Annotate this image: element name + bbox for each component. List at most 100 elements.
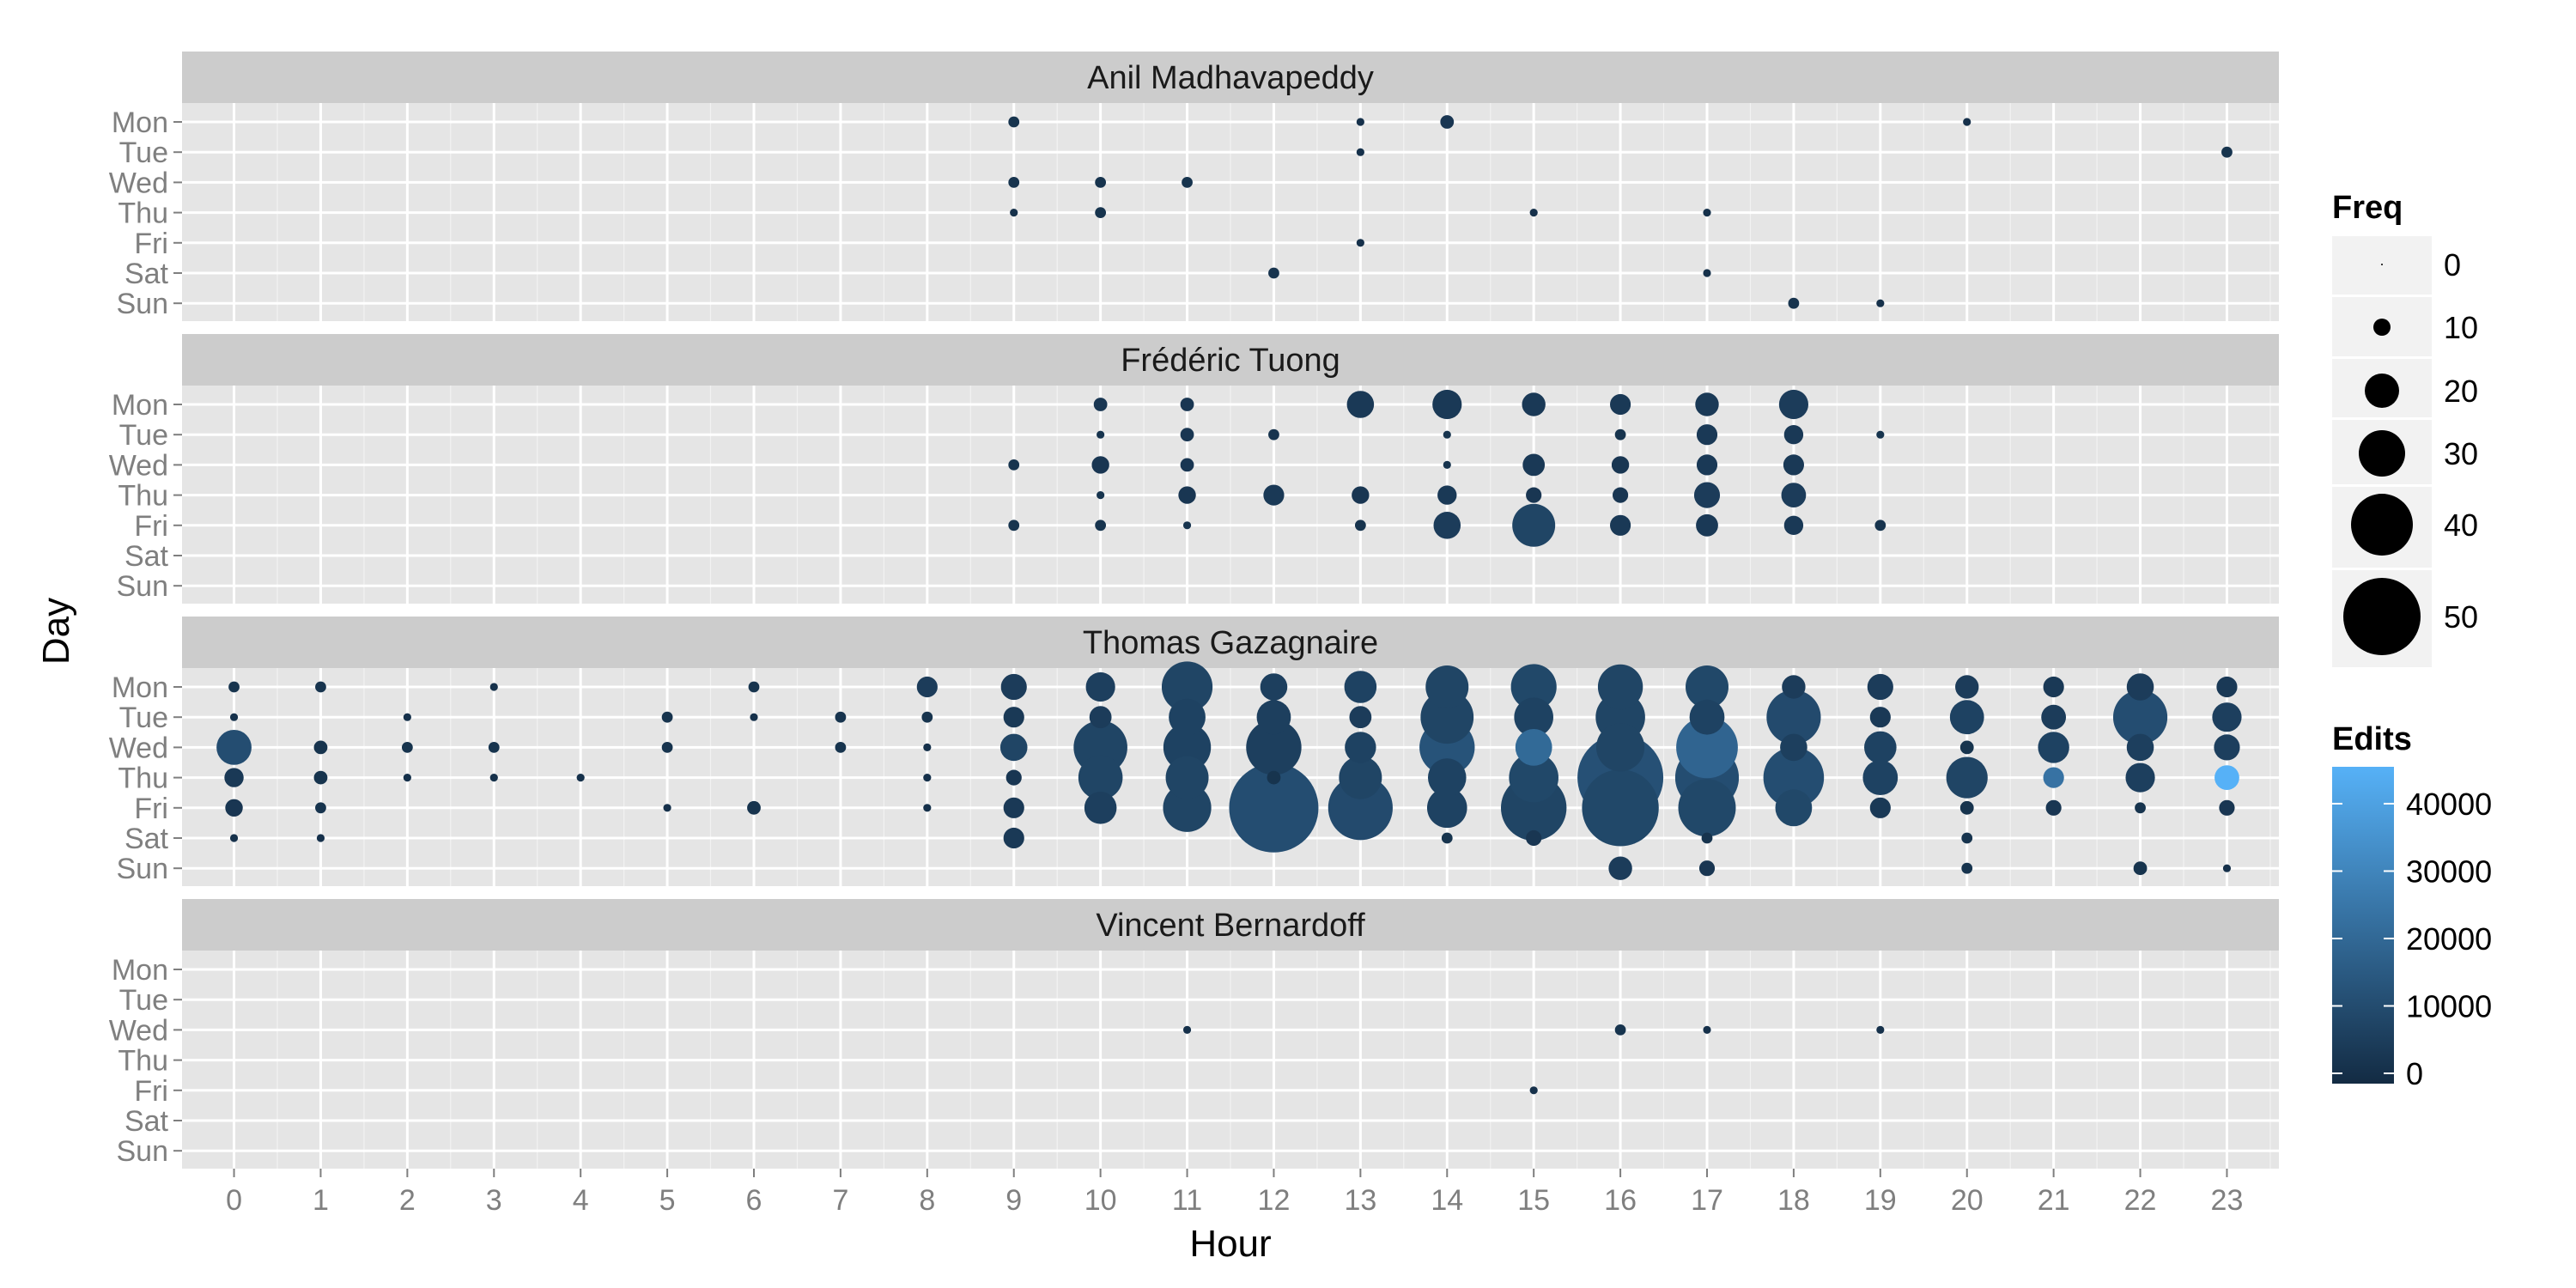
- size-legend-symbol: [2351, 494, 2413, 556]
- x-tick-label: 16: [1604, 1184, 1637, 1217]
- data-point: [1703, 1025, 1711, 1034]
- size-legend-label: 30: [2444, 436, 2478, 471]
- data-point: [489, 774, 498, 782]
- data-point: [1441, 832, 1453, 844]
- data-point: [1420, 690, 1474, 744]
- size-legend-title: Freq: [2332, 190, 2403, 226]
- data-point: [1003, 707, 1024, 728]
- data-point: [1339, 756, 1382, 799]
- data-point: [1526, 487, 1542, 503]
- data-point: [1163, 723, 1212, 772]
- data-point: [1783, 515, 1804, 535]
- data-point: [1229, 762, 1319, 853]
- data-point: [1782, 675, 1806, 699]
- data-point: [1876, 299, 1885, 307]
- data-point: [228, 681, 240, 693]
- data-point: [403, 713, 411, 721]
- y-tick-label: Thu: [118, 1045, 168, 1078]
- data-point: [1529, 209, 1538, 217]
- data-point: [1344, 671, 1377, 703]
- data-point: [576, 774, 585, 782]
- data-point: [1529, 1086, 1538, 1095]
- color-legend: Edits 0 10000 20000 30000 40000: [2332, 721, 2492, 1091]
- x-axis-title: Hour: [1189, 1223, 1271, 1265]
- data-point: [1696, 424, 1718, 446]
- y-tick-label: Sat: [125, 1105, 169, 1138]
- data-point: [1703, 209, 1711, 217]
- y-tick-label: Sun: [117, 288, 169, 320]
- data-point: [1091, 456, 1109, 474]
- data-point: [2212, 702, 2242, 732]
- x-tick-label: 3: [486, 1184, 502, 1217]
- data-point: [1509, 752, 1558, 803]
- data-point: [1003, 827, 1024, 849]
- data-point: [315, 802, 326, 814]
- x-tick-label: 18: [1777, 1184, 1810, 1217]
- data-point: [2126, 733, 2154, 762]
- x-tick-label: 13: [1344, 1184, 1376, 1217]
- data-point: [1260, 673, 1288, 701]
- y-tick-label: Tue: [119, 137, 168, 169]
- data-point: [313, 770, 328, 785]
- data-point: [1097, 430, 1105, 439]
- data-point: [1766, 690, 1821, 744]
- x-axis: 0 1 2 3 4 5 6 7 8 9 10 11 12 13 14 15 16 17 18 19 20 21 22 23: [226, 1169, 2243, 1217]
- data-point: [1614, 1024, 1626, 1036]
- color-legend-label: 0: [2406, 1056, 2423, 1091]
- data-point: [1005, 769, 1022, 786]
- data-point: [1522, 453, 1546, 477]
- data-point: [1959, 800, 1974, 815]
- data-point: [488, 742, 500, 753]
- data-point: [1008, 177, 1020, 188]
- data-point: [1876, 1025, 1885, 1034]
- data-point: [1874, 519, 1886, 532]
- size-legend-label: 20: [2444, 374, 2478, 409]
- data-point: [1000, 673, 1027, 701]
- data-point: [403, 774, 411, 782]
- data-point: [750, 713, 758, 721]
- data-point: [1095, 177, 1107, 188]
- data-point: [1963, 118, 1971, 126]
- data-point: [1608, 856, 1632, 880]
- data-point: [661, 742, 673, 753]
- x-tick-label: 7: [832, 1184, 848, 1217]
- facet-strip-label: Vincent Bernardoff: [1096, 908, 1365, 944]
- x-tick-label: 12: [1258, 1184, 1291, 1217]
- size-legend-label: 50: [2444, 599, 2478, 635]
- x-tick-label: 8: [919, 1184, 935, 1217]
- x-tick-label: 6: [746, 1184, 762, 1217]
- data-point: [2221, 146, 2233, 158]
- data-point: [1440, 115, 1455, 129]
- data-point: [923, 774, 932, 782]
- data-point: [316, 834, 325, 842]
- data-point: [1426, 787, 1467, 829]
- data-point: [1256, 700, 1291, 735]
- data-point: [923, 804, 932, 812]
- color-legend-label: 10000: [2406, 988, 2492, 1024]
- x-tick-label: 21: [2038, 1184, 2070, 1217]
- data-point: [2214, 734, 2240, 761]
- data-point: [1862, 760, 1899, 795]
- y-tick-label: Thu: [118, 762, 168, 795]
- data-point: [1788, 297, 1800, 309]
- y-tick-label: Sun: [117, 570, 169, 603]
- data-point: [1089, 706, 1112, 729]
- y-tick-label: Mon: [112, 954, 168, 987]
- data-point: [1696, 454, 1718, 476]
- data-point: [2215, 765, 2239, 790]
- data-point: [1178, 486, 1196, 504]
- data-point: [1961, 862, 1973, 874]
- data-point: [1443, 460, 1451, 470]
- data-point: [747, 800, 761, 815]
- y-tick-label: Sun: [117, 853, 169, 885]
- data-point: [1597, 664, 1643, 710]
- data-point: [1609, 514, 1631, 536]
- data-point: [1354, 519, 1366, 532]
- data-point: [1611, 456, 1630, 474]
- data-point: [1693, 482, 1721, 508]
- data-point: [1356, 148, 1364, 156]
- y-tick-label: Mon: [112, 389, 168, 422]
